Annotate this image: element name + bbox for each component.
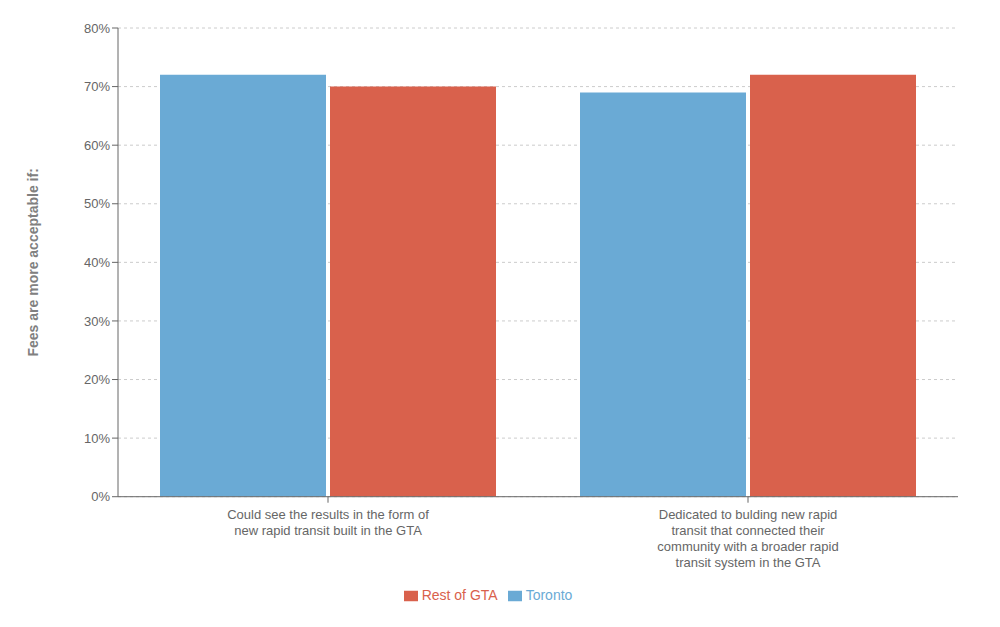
svg-text:0%: 0% (91, 489, 110, 504)
html-text:Rest of GTA: Rest of GTA (421, 586, 498, 603)
svg-text:50%: 50% (84, 196, 110, 211)
svg-text:80%: 80% (84, 21, 110, 36)
svg-text:60%: 60% (84, 138, 110, 153)
svg-text:70%: 70% (84, 79, 110, 94)
svg-text:Could see the results in the f: Could see the results in the form ofnew … (227, 507, 429, 538)
svg-text:10%: 10% (84, 431, 110, 446)
svg-text:20%: 20% (84, 372, 110, 387)
svg-text:Fees are more acceptable if:: Fees are more acceptable if: (25, 168, 41, 356)
svg-text:40%: 40% (84, 255, 110, 270)
svg-text:Dedicated to bulding new rapid: Dedicated to bulding new rapidtransit th… (657, 507, 838, 570)
svg-text:30%: 30% (84, 314, 110, 329)
html-text:Toronto: Toronto (525, 586, 573, 603)
